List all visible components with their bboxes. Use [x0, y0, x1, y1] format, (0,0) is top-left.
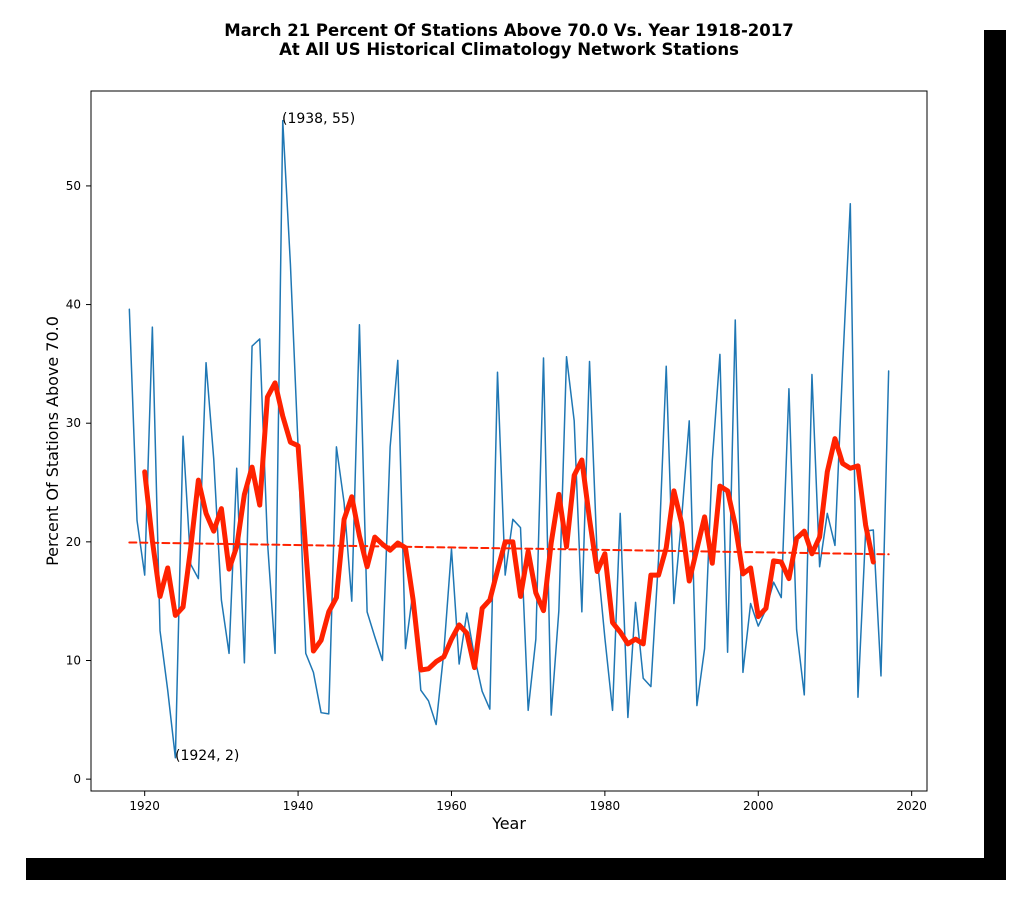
y-tick-label: 0: [73, 772, 81, 786]
annotation-min: (1924, 2): [175, 748, 239, 764]
y-tick-label: 10: [66, 653, 81, 667]
chart-title-line-1: March 21 Percent Of Stations Above 70.0 …: [224, 21, 793, 40]
series-trend-line: [128, 541, 890, 556]
y-tick-label: 20: [66, 535, 81, 549]
series-smoothed-line: [142, 380, 876, 673]
x-tick-label: 2000: [743, 799, 774, 813]
y-axis-label: Percent Of Stations Above 70.0: [43, 316, 62, 566]
y-tick-label: 50: [66, 179, 81, 193]
chart-title-line-2: At All US Historical Climatology Network…: [279, 40, 739, 59]
series-daily-percent-line: [128, 119, 890, 759]
x-tick-label: 1920: [129, 799, 160, 813]
x-tick-label: 1980: [590, 799, 621, 813]
x-tick-label: 1960: [436, 799, 467, 813]
y-tick-label: 30: [66, 416, 81, 430]
x-tick-label: 1940: [283, 799, 314, 813]
plot-area-frame: [90, 90, 928, 792]
x-axis-label: Year: [491, 814, 526, 833]
y-tick-label: 40: [66, 298, 81, 312]
x-tick-label: 2020: [896, 799, 927, 813]
annotation-max: (1938, 55): [282, 111, 355, 127]
